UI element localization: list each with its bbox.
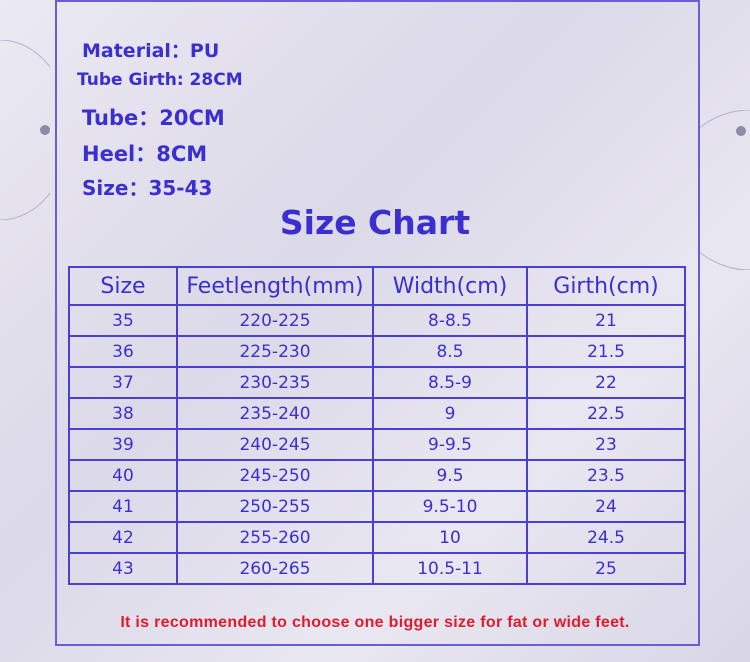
column-header: Feetlength(mm) [176,266,374,306]
recommendation-note: It is recommended to choose one bigger s… [120,614,630,631]
table-cell: 9-9.5 [372,428,528,461]
table-row: 37 230-235 8.5-9 22 [68,366,686,399]
table-cell: 225-230 [176,335,374,368]
table-cell: 41 [68,490,178,523]
table-cell: 24 [526,490,686,523]
table-cell: 10.5-11 [372,552,528,585]
table-cell: 36 [68,335,178,368]
table-cell: 250-255 [176,490,374,523]
table-cell: 39 [68,428,178,461]
table-row: 43 260-265 10.5-11 25 [68,552,686,585]
column-header: Size [68,266,178,306]
decorative-arc [0,40,50,220]
spec-material: Material：PU [82,40,220,62]
table-cell: 22 [526,366,686,399]
size-table: Size Feetlength(mm) Width(cm) Girth(cm) 35 2… [68,266,686,585]
page-title: Size Chart [279,203,471,242]
table-cell: 255-260 [176,521,374,554]
table-cell: 43 [68,552,178,585]
table-row: 41 250-255 9.5-10 24 [68,490,686,523]
table-cell: 23.5 [526,459,686,492]
spec-tube-girth: Tube Girth: 28CM [77,70,243,90]
table-cell: 38 [68,397,178,430]
table-cell: 9.5 [372,459,528,492]
table-cell: 8.5 [372,335,528,368]
table-cell: 220-225 [176,304,374,337]
table-cell: 24.5 [526,521,686,554]
table-cell: 23 [526,428,686,461]
table-row: 38 235-240 9 22.5 [68,397,686,430]
table-cell: 8-8.5 [372,304,528,337]
table-cell: 9 [372,397,528,430]
table-row: 39 240-245 9-9.5 23 [68,428,686,461]
table-cell: 22.5 [526,397,686,430]
spec-tube: Tube：20CM [82,106,225,130]
table-cell: 37 [68,366,178,399]
table-row: 40 245-250 9.5 23.5 [68,459,686,492]
table-cell: 42 [68,521,178,554]
table-cell: 40 [68,459,178,492]
column-header: Girth(cm) [526,266,686,306]
table-cell: 25 [526,552,686,585]
table-cell: 260-265 [176,552,374,585]
table-cell: 8.5-9 [372,366,528,399]
table-row: 36 225-230 8.5 21.5 [68,335,686,368]
decorative-dot [736,126,746,136]
table-cell: 35 [68,304,178,337]
spec-heel: Heel：8CM [82,142,208,166]
table-cell: 21.5 [526,335,686,368]
table-cell: 230-235 [176,366,374,399]
table-row: 42 255-260 10 24.5 [68,521,686,554]
table-cell: 245-250 [176,459,374,492]
column-header: Width(cm) [372,266,528,306]
decorative-arc [700,110,750,270]
table-cell: 21 [526,304,686,337]
decorative-dot [40,125,50,135]
table-row: 35 220-225 8-8.5 21 [68,304,686,337]
table-cell: 9.5-10 [372,490,528,523]
table-cell: 235-240 [176,397,374,430]
table-cell: 240-245 [176,428,374,461]
table-cell: 10 [372,521,528,554]
spec-size: Size：35-43 [82,176,213,200]
frame-border [55,0,700,646]
